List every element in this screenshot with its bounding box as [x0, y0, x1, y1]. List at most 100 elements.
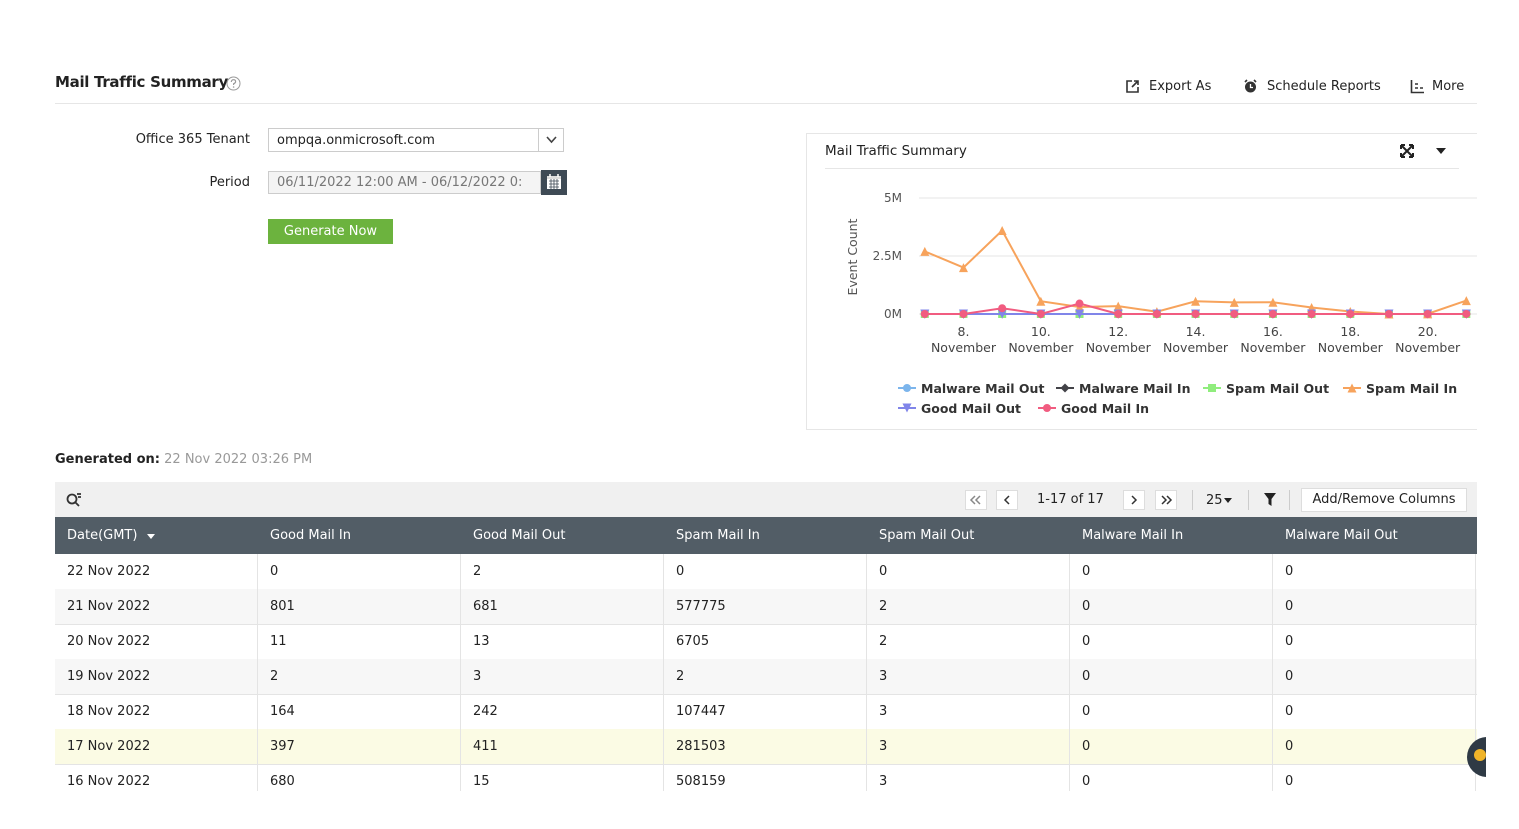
table-cell: 6705: [664, 624, 867, 659]
column-header[interactable]: Date(GMT): [67, 528, 138, 543]
x-tick-label: 16. November: [1240, 324, 1306, 355]
point: [1191, 310, 1200, 318]
column-header[interactable]: Malware Mail In: [1082, 528, 1184, 543]
legend-symbol: [1056, 383, 1074, 393]
point: [920, 310, 929, 318]
tenant-select[interactable]: ompqa.onmicrosoft.com: [268, 128, 564, 152]
more-icon[interactable]: [1410, 79, 1425, 94]
table-cell: 0: [1070, 589, 1273, 624]
table-cell: 2: [867, 589, 1070, 624]
filter-icon[interactable]: [1264, 493, 1276, 506]
table-cell: 411: [461, 729, 664, 764]
point: [1423, 309, 1432, 318]
x-tick-label: 14. November: [1163, 324, 1229, 355]
page-size-caret[interactable]: [1224, 498, 1232, 503]
x-tick-label: 10. November: [1008, 324, 1074, 355]
table-cell: 508159: [664, 764, 867, 791]
column-header[interactable]: Spam Mail In: [676, 528, 760, 543]
table-cell: 0: [1273, 554, 1476, 589]
x-tick-label: 18. November: [1317, 324, 1383, 355]
table-cell: 164: [258, 694, 461, 729]
table-row: 17 Nov 2022 397 411 281503 3 0 0: [55, 729, 1477, 765]
schedule-button[interactable]: Schedule Reports: [1267, 79, 1381, 94]
table-header: Date(GMT) Good Mail In Good Mail Out Spam M…: [55, 517, 1477, 554]
point: [1060, 383, 1070, 393]
table-cell: 0: [1273, 624, 1476, 659]
point: [1113, 301, 1123, 311]
table-cell: 3: [867, 694, 1070, 729]
period-input[interactable]: 06/11/2022 12:00 AM - 06/12/2022 0:: [268, 171, 541, 194]
table-row: 21 Nov 2022 801 681 577775 2 0 0: [55, 589, 1477, 625]
table-cell: 0: [1273, 589, 1476, 624]
chat-button[interactable]: [1466, 737, 1486, 777]
column-header[interactable]: Spam Mail Out: [879, 528, 975, 543]
toolbar: 1-17 of 17 25 Add/Remove Columns: [55, 482, 1477, 517]
legend-item[interactable]: Malware Mail In: [1055, 381, 1190, 396]
chart-panel: Mail Traffic Summary Event Count 0M 2.5M 5…: [806, 133, 1477, 430]
prev-page[interactable]: [996, 490, 1018, 510]
table-row: 20 Nov 2022 11 13 6705 2 0 0: [55, 624, 1477, 660]
generated-on: Generated on: 22 Nov 2022 03:26 PM: [55, 452, 312, 467]
export-icon[interactable]: [1125, 79, 1140, 94]
point: [1230, 310, 1239, 318]
legend-symbol: [1343, 383, 1361, 393]
table-cell: 3: [867, 764, 1070, 791]
legend-symbol: [1203, 384, 1221, 392]
table-cell: 2: [664, 659, 867, 694]
legend-symbol: [1038, 404, 1056, 412]
first-page[interactable]: [965, 490, 987, 510]
column-header[interactable]: Good Mail In: [270, 528, 351, 543]
point: [1384, 309, 1393, 318]
point: [997, 309, 1007, 319]
table-row: 19 Nov 2022 2 3 2 3 0 0: [55, 659, 1477, 695]
period-label: Period: [209, 175, 250, 190]
last-page[interactable]: [1155, 490, 1177, 510]
x-tick-label: 12. November: [1085, 324, 1151, 355]
table-cell: 2: [461, 554, 664, 589]
chart: Event Count 0M 2.5M 5M: [845, 191, 1477, 321]
table-cell: 0: [1070, 659, 1273, 694]
help-icon[interactable]: [226, 76, 241, 91]
table-cell: 0: [1070, 729, 1273, 764]
point: [1036, 310, 1045, 318]
column-header[interactable]: Malware Mail Out: [1285, 528, 1398, 543]
table-cell: 801: [258, 589, 461, 624]
point: [1461, 296, 1471, 306]
point: [998, 304, 1007, 313]
point: [1346, 309, 1355, 318]
columns-button[interactable]: Add/Remove Columns: [1301, 488, 1467, 512]
schedule-icon[interactable]: [1243, 79, 1258, 94]
page-info: 1-17 of 17: [1037, 492, 1104, 507]
table-cell: 0: [1070, 764, 1273, 791]
table-cell: 21 Nov 2022: [55, 589, 258, 624]
table-cell: 16 Nov 2022: [55, 764, 258, 791]
calendar-button[interactable]: [541, 170, 567, 195]
legend-item[interactable]: Malware Mail Out: [897, 381, 1044, 396]
table-cell: 2: [867, 624, 1070, 659]
column-header[interactable]: Good Mail Out: [473, 528, 566, 543]
generate-button[interactable]: Generate Now: [268, 219, 393, 244]
export-button[interactable]: Export As: [1149, 79, 1212, 94]
point: [1462, 309, 1471, 318]
series: [920, 299, 1471, 318]
search-icon[interactable]: [66, 492, 82, 507]
point: [1043, 404, 1051, 412]
y-tick-label: 0M: [884, 307, 902, 321]
table-cell: 397: [258, 729, 461, 764]
table-cell: 3: [867, 729, 1070, 764]
legend-item[interactable]: Good Mail In: [1037, 401, 1149, 416]
fullscreen-icon[interactable]: [1400, 144, 1414, 158]
legend-item[interactable]: Spam Mail Out: [1202, 381, 1329, 396]
legend-item[interactable]: Good Mail Out: [897, 401, 1021, 416]
table-cell: 0: [1273, 659, 1476, 694]
point: [1307, 309, 1316, 318]
legend-item[interactable]: Spam Mail In: [1342, 381, 1457, 396]
menu-icon[interactable]: [1436, 148, 1446, 155]
more-button[interactable]: More: [1432, 79, 1465, 94]
table-cell: 0: [1070, 624, 1273, 659]
legend-label: Malware Mail In: [1079, 381, 1191, 396]
page-size[interactable]: 25: [1206, 493, 1223, 508]
point: [902, 403, 912, 413]
next-page[interactable]: [1123, 490, 1145, 510]
